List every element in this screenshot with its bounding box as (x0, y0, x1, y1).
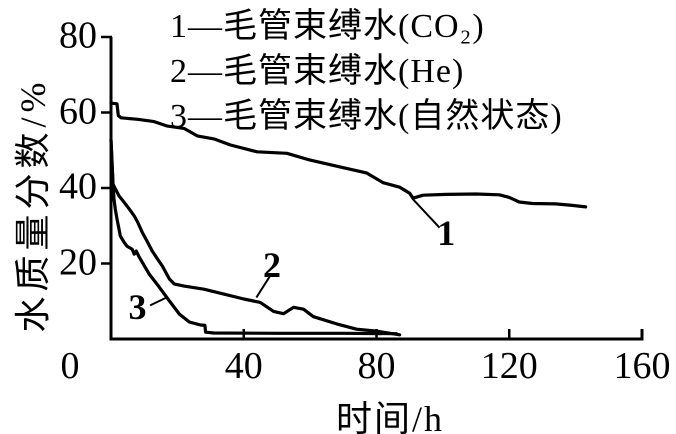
x-tick-label-120: 120 (480, 345, 538, 387)
legend-entry-co2: 1—毛管束缚水(CO₂) (170, 8, 485, 45)
leader-line-3 (149, 295, 169, 307)
leader-line-1 (411, 197, 441, 229)
y-tick-label-80: 80 (59, 14, 97, 57)
curve-label-1: 1 (437, 213, 456, 254)
y-axis-label: 水质量分数/% (13, 77, 53, 333)
legend-entry-natural: 3—毛管束缚水(自然状态) (170, 98, 563, 135)
legend-entry-he: 2—毛管束缚水(He) (170, 53, 465, 90)
x-tick-label-160: 160 (613, 345, 671, 387)
x-axis-label: 时间/h (335, 399, 445, 434)
curve-3 (109, 138, 398, 336)
y-tick-label-60: 60 (59, 89, 97, 132)
curve-label-3: 3 (128, 286, 147, 327)
y-tick-label-40: 40 (59, 165, 97, 208)
x-tick-label-80: 80 (357, 345, 396, 387)
x-tick-label-0: 0 (60, 345, 80, 387)
curve-label-2: 2 (262, 245, 281, 286)
y-tick-label-20: 20 (59, 240, 97, 283)
curve-1 (109, 101, 588, 209)
leader-line-2 (255, 275, 272, 299)
legend: 1—毛管束缚水(CO₂) 2—毛管束缚水(He) 3—毛管束缚水(自然状态) (170, 4, 563, 139)
x-tick-label-40: 40 (224, 345, 263, 387)
curve-2 (109, 138, 402, 337)
